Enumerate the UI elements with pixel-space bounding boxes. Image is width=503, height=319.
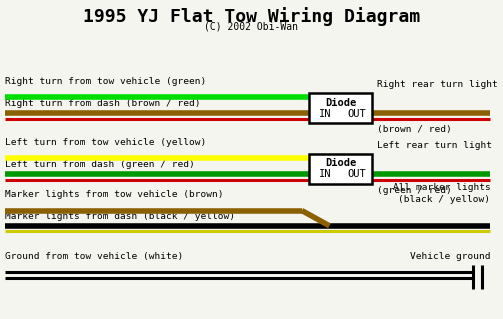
Text: OUT: OUT xyxy=(348,108,367,119)
Text: Diode: Diode xyxy=(325,158,357,168)
Text: All marker lights
(black / yellow): All marker lights (black / yellow) xyxy=(393,183,490,204)
Text: (C) 2002 Obi-Wan: (C) 2002 Obi-Wan xyxy=(205,22,298,32)
Text: Vehicle ground: Vehicle ground xyxy=(410,252,490,261)
Text: Marker lights from tow vehicle (brown): Marker lights from tow vehicle (brown) xyxy=(5,190,223,199)
Text: Left turn from tow vehicle (yellow): Left turn from tow vehicle (yellow) xyxy=(5,138,206,147)
Text: Diode: Diode xyxy=(325,98,357,108)
Text: Marker lights from dash (black / yellow): Marker lights from dash (black / yellow) xyxy=(5,212,235,221)
Text: IN: IN xyxy=(319,108,332,119)
Text: Left rear turn light: Left rear turn light xyxy=(377,141,492,150)
Text: OUT: OUT xyxy=(348,169,367,179)
Text: 1995 YJ Flat Tow Wiring Diagram: 1995 YJ Flat Tow Wiring Diagram xyxy=(83,7,420,26)
Text: Right turn from tow vehicle (green): Right turn from tow vehicle (green) xyxy=(5,77,206,86)
Text: IN: IN xyxy=(319,169,332,179)
Text: Ground from tow vehicle (white): Ground from tow vehicle (white) xyxy=(5,252,183,261)
Bar xyxy=(309,154,372,184)
Bar xyxy=(309,93,372,123)
Text: Right rear turn light: Right rear turn light xyxy=(377,80,498,89)
Text: (brown / red): (brown / red) xyxy=(377,125,452,134)
Text: Right turn from dash (brown / red): Right turn from dash (brown / red) xyxy=(5,100,201,108)
Text: (green / red): (green / red) xyxy=(377,186,452,195)
Text: Left turn from dash (green / red): Left turn from dash (green / red) xyxy=(5,160,195,169)
